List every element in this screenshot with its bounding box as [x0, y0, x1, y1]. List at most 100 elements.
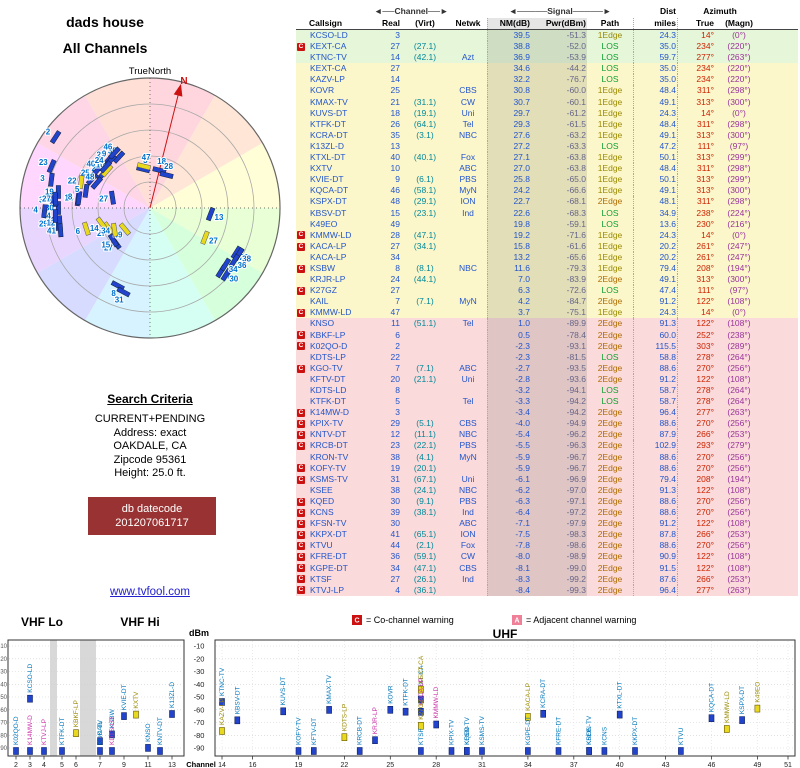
channel-tick-label: 16: [249, 762, 257, 768]
spectrum-station-bar: [540, 710, 547, 718]
spectrum-station-label: KUVS-DT: [280, 677, 287, 706]
radar-station-bar: [219, 257, 232, 272]
magnetic-azimuth-cell: (108°): [727, 518, 751, 529]
spectrum-station-label: KQED: [464, 726, 471, 745]
magnetic-azimuth-cell: (300°): [727, 129, 751, 140]
channel-tick-label: 19: [295, 762, 303, 768]
spectrum-station-label: KGO-TV: [97, 719, 104, 745]
warning-marker-cell: [296, 352, 309, 363]
path-cell: LOS: [601, 52, 619, 63]
spectrum-station-bar: [356, 747, 363, 755]
spectrum-station-bar: [280, 707, 287, 716]
spectrum-station-bar: [418, 685, 424, 694]
magnetic-azimuth-cell: (220°): [727, 74, 751, 85]
network-cell: MyN: [459, 451, 477, 462]
true-azimuth-cell: 234°: [677, 74, 715, 86]
real-channel-cell: 30: [390, 518, 400, 529]
warning-marker-cell: C: [296, 230, 309, 241]
col-nm: NM(dB): [487, 17, 531, 29]
callsign-cell: KKPX-DT: [310, 529, 347, 540]
radar-channel-number: 36: [238, 261, 247, 270]
radar-station-bar: [41, 204, 48, 219]
true-azimuth-cell: 293°: [677, 440, 715, 452]
magnetic-azimuth-cell: (97°): [729, 285, 749, 296]
virtual-channel-cell: (6.1): [416, 174, 434, 185]
power-cell: -59.1: [531, 218, 587, 230]
radar-channel-number: 27: [99, 195, 108, 204]
radar-channel-number: 18: [157, 157, 166, 166]
spectrum-station-bar: [121, 712, 127, 720]
spectrum-station: KRCB-DT: [356, 716, 364, 755]
vhf-lo-label: VHF Lo: [21, 615, 63, 629]
path-cell: LOS: [601, 63, 619, 74]
radar-channel-number: 6: [76, 227, 81, 236]
dbm-tick-label: -50: [194, 693, 205, 702]
callsign-cell: KFRE-DT: [310, 551, 347, 562]
true-azimuth-cell: 122°: [677, 373, 715, 385]
co-channel-warning-badge: C: [297, 475, 305, 484]
spectrum-station-label: KACA-LP: [525, 683, 532, 711]
co-channel-warning-badge: C: [297, 264, 305, 273]
radar-chart: 3271427142521182635134010946481549282734…: [19, 76, 281, 339]
power-cell: -96.7: [531, 451, 587, 463]
dbm-tick-label: -90: [194, 744, 205, 753]
radar-station-bar: [112, 150, 126, 164]
network-cell: NBC: [459, 262, 477, 273]
path-cell: 2Edge: [597, 518, 623, 529]
spectrum-station-bar: [234, 716, 241, 725]
callsign-cell: KSEE: [310, 484, 333, 495]
radar-station-bar: [220, 267, 232, 282]
spectrum-station-bar: [525, 747, 531, 755]
distance-cell: 88.6: [633, 362, 677, 374]
col-true: True: [677, 17, 715, 29]
co-channel-warning-badge: C: [297, 364, 305, 373]
network-cell: Uni: [461, 107, 475, 118]
radar-station-marker: 27: [200, 230, 219, 246]
table-row: KSPX-DT 48 (29.1) ION 22.7 -68.1 2Edge 48.1 311°…: [296, 196, 798, 208]
table-row: KAZV-LP 14 32.2 -76.7 LOS 35.0 234° (220°): [296, 74, 798, 86]
callsign-cell: KCSO-LD: [310, 30, 348, 40]
distance-cell: 88.6: [633, 418, 677, 430]
power-cell: -97.0: [531, 484, 587, 496]
spectrum-station-label: KFSN-TV: [464, 717, 471, 745]
network-cell: [449, 252, 487, 263]
power-cell: -51.3: [531, 30, 587, 42]
distance-cell: 59.7: [633, 52, 677, 64]
channel-tick-label: 2: [14, 762, 18, 768]
radar-station-marker: 46: [102, 141, 121, 160]
tvfool-link[interactable]: www.tvfool.com: [110, 586, 190, 598]
distance-cell: 88.6: [633, 507, 677, 519]
path-cell: 2Edge: [597, 462, 623, 473]
distance-cell: 96.4: [633, 584, 677, 596]
channel-tick-label: 46: [708, 762, 716, 768]
virtual-channel-cell: [401, 385, 449, 396]
station-table-body: KCSO-LD 3 39.5 -51.3 1Edge 24.3 14° (0°) C KEXT-C…: [296, 30, 798, 596]
power-cell: -66.6: [531, 185, 587, 197]
path-cell: LOS: [601, 74, 619, 85]
spectrum-station-label: KAZV-LP: [219, 698, 226, 725]
radar-station-marker: 34: [219, 257, 239, 275]
radar-channel-number: 11: [242, 254, 251, 263]
power-cell: -83.9: [531, 274, 587, 286]
spectrum-station-label: K02QO-D: [13, 716, 20, 745]
spectrum-station-bar: [739, 716, 745, 724]
network-cell: [449, 285, 487, 296]
network-cell: Tel: [462, 318, 474, 329]
dbm-tick-label-left: -50: [0, 695, 8, 701]
power-cell: -79.3: [531, 262, 587, 275]
warning-marker-cell: [296, 130, 309, 141]
radar-station-bar: [77, 175, 85, 190]
warning-marker-cell: C: [296, 540, 309, 551]
spectrum-station: K49EO: [754, 682, 761, 713]
noise-margin-cell: 0.5: [487, 329, 531, 341]
table-row: C KKPX-DT 41 (65.1) ION -7.5 -98.3 2Edge 87.8 266…: [296, 529, 798, 541]
spectrum-station-label: KFRE-DT: [556, 717, 563, 745]
true-azimuth-cell: 14°: [677, 107, 715, 119]
callsign-cell: KPIX-TV: [310, 418, 344, 429]
co-channel-warning-badge: C: [297, 553, 305, 562]
radar-channel-number: 27: [209, 236, 218, 245]
distance-cell: 24.3: [633, 30, 677, 42]
table-row: KTXL-DT 40 (40.1) Fox 27.1 -63.8 1Edge 50.1 313°…: [296, 152, 798, 164]
warning-marker-cell: C: [296, 307, 309, 318]
distance-cell: 87.9: [633, 429, 677, 441]
